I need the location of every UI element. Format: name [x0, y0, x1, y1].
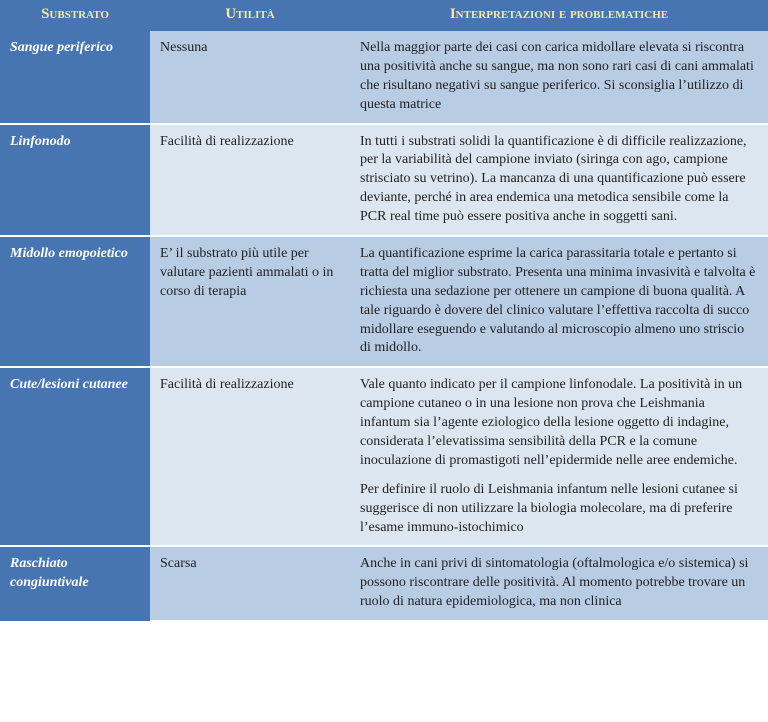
utility-cell: Nessuna: [150, 30, 350, 124]
substrate-table: Substrato Utilità Interpretazioni e prob…: [0, 0, 768, 622]
table-row: Sangue periferico Nessuna Nella maggior …: [0, 30, 768, 124]
interpretation-cell: Vale quanto indicato per il campione lin…: [350, 367, 768, 546]
interpretation-cell: In tutti i substrati solidi la quantific…: [350, 124, 768, 236]
substrate-cell: Raschiato congiuntivale: [0, 546, 150, 621]
interpretation-cell: Anche in cani privi di sintomatologia (o…: [350, 546, 768, 621]
col-header-substrato: Substrato: [0, 0, 150, 30]
col-header-utilita: Utilità: [150, 0, 350, 30]
interpretation-paragraph: Nella maggior parte dei casi con carica …: [360, 39, 758, 115]
utility-cell: E’ il substrato più utile per valutare p…: [150, 236, 350, 367]
interpretation-cell: Nella maggior parte dei casi con carica …: [350, 30, 768, 124]
interpretation-paragraph: Vale quanto indicato per il campione lin…: [360, 376, 758, 470]
table-row: Linfonodo Facilità di realizzazione In t…: [0, 124, 768, 236]
interpretation-paragraph: Per definire il ruolo di Leishmania infa…: [360, 481, 758, 538]
table-header-row: Substrato Utilità Interpretazioni e prob…: [0, 0, 768, 30]
interpretation-paragraph: In tutti i substrati solidi la quantific…: [360, 133, 758, 227]
substrate-cell: Sangue periferico: [0, 30, 150, 124]
col-header-interpretazioni: Interpretazioni e problematiche: [350, 0, 768, 30]
table-row: Cute/lesioni cutanee Facilità di realizz…: [0, 367, 768, 546]
substrate-cell: Cute/lesioni cutanee: [0, 367, 150, 546]
utility-cell: Facilità di realizzazione: [150, 124, 350, 236]
interpretation-cell: La quantificazione esprime la carica par…: [350, 236, 768, 367]
substrate-cell: Midollo emopoietico: [0, 236, 150, 367]
substrate-cell: Linfonodo: [0, 124, 150, 236]
table-row: Midollo emopoietico E’ il substrato più …: [0, 236, 768, 367]
interpretation-paragraph: La quantificazione esprime la carica par…: [360, 245, 758, 358]
utility-cell: Facilità di realizzazione: [150, 367, 350, 546]
interpretation-paragraph: Anche in cani privi di sintomatologia (o…: [360, 555, 758, 612]
table-row: Raschiato congiuntivale Scarsa Anche in …: [0, 546, 768, 621]
utility-cell: Scarsa: [150, 546, 350, 621]
